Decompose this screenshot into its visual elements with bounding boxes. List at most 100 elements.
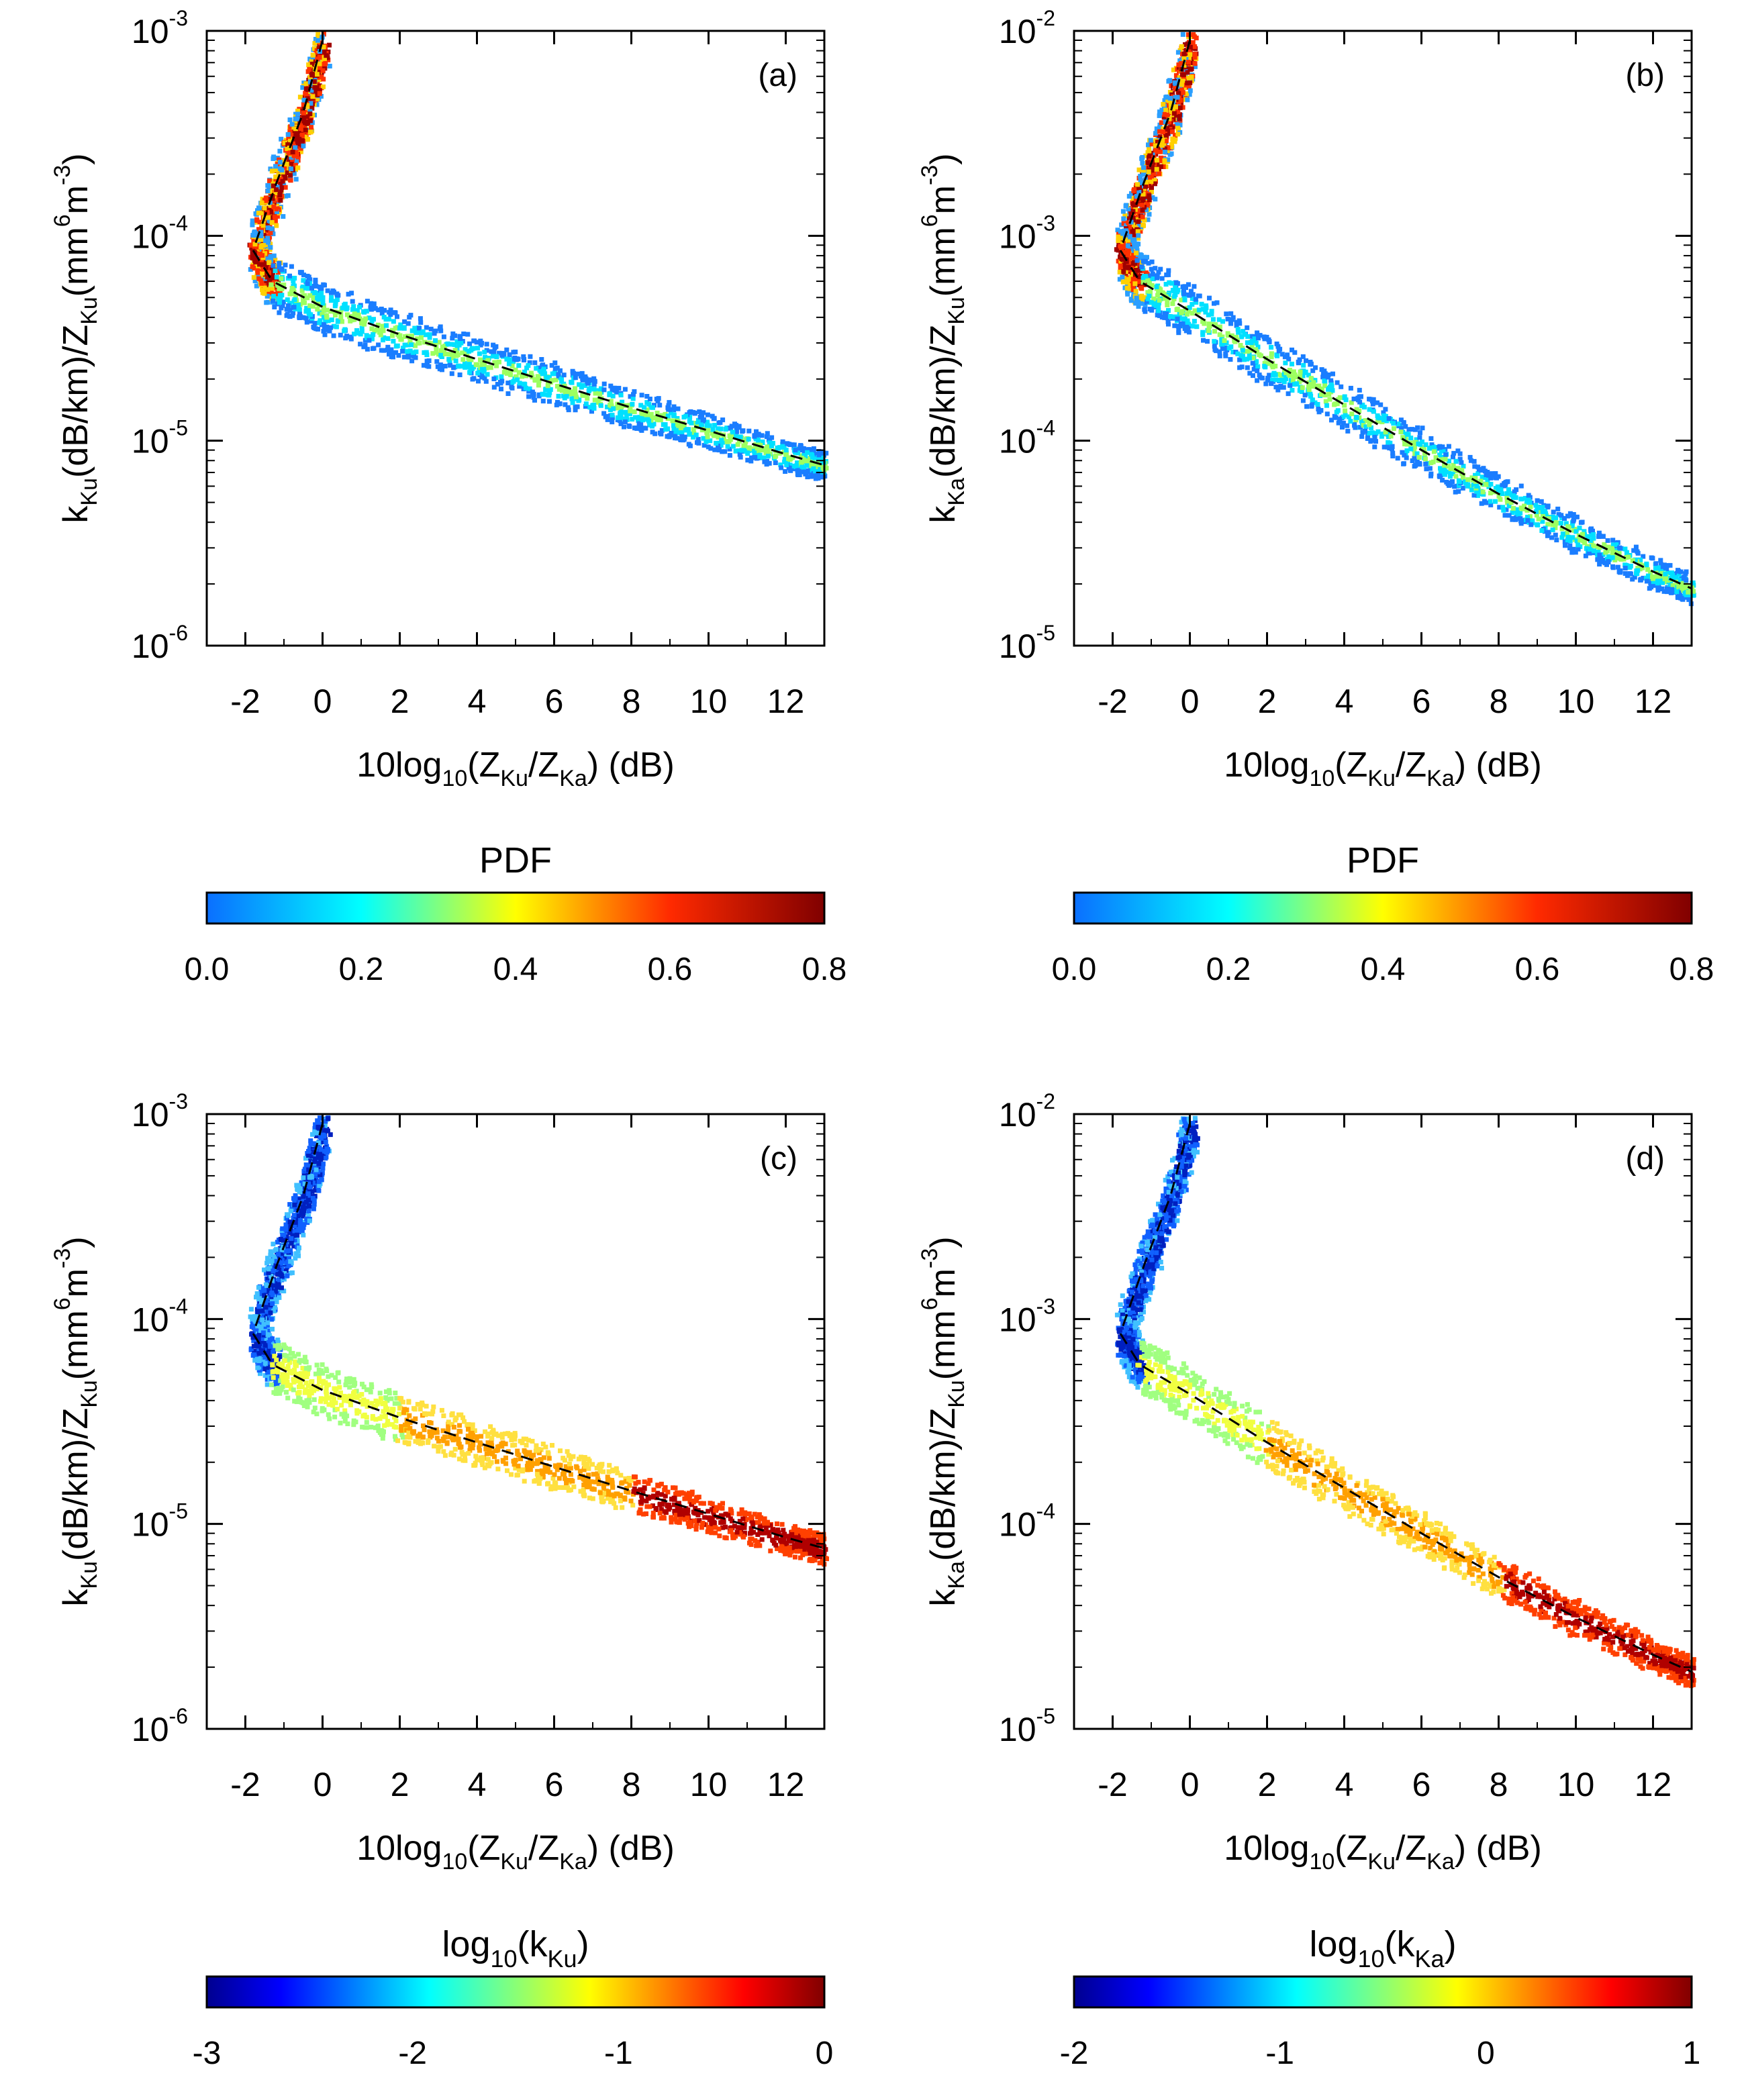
density-cell: [355, 330, 360, 336]
density-cell: [554, 402, 559, 407]
density-cell: [505, 381, 511, 386]
density-cell: [1586, 534, 1591, 539]
density-cell: [1126, 239, 1130, 244]
density-cell: [449, 371, 454, 377]
density-cell: [270, 196, 275, 201]
density-cell: [324, 307, 330, 313]
density-cell: [1290, 347, 1294, 352]
density-cell: [424, 332, 428, 338]
density-cell: [1176, 328, 1181, 333]
density-cell: [447, 360, 452, 365]
density-cell: [722, 449, 728, 454]
density-cell: [381, 338, 385, 343]
density-cell: [279, 276, 284, 281]
density-cell: [358, 332, 363, 337]
density-cell: [583, 404, 588, 409]
density-cell: [1163, 311, 1167, 316]
x-tick-label: 10: [1557, 683, 1595, 720]
density-cell: [1269, 351, 1274, 356]
density-cell: [292, 136, 297, 142]
density-cell: [1354, 407, 1359, 412]
colorbar-tick-label: 0.4: [493, 952, 538, 987]
density-cell: [342, 301, 348, 307]
density-cell: [1638, 577, 1643, 583]
density-cell: [1441, 448, 1446, 454]
density-cell: [1447, 483, 1452, 488]
density-cell: [1167, 95, 1173, 101]
density-cell: [390, 333, 395, 338]
density-cell: [266, 240, 271, 245]
density-cell: [746, 446, 752, 451]
density-cell: [1438, 470, 1443, 476]
density-cell: [463, 347, 468, 352]
density-cell: [393, 350, 399, 355]
density-cell: [526, 389, 532, 394]
density-cell: [773, 460, 778, 465]
density-cell: [338, 332, 343, 338]
density-cell: [365, 346, 370, 352]
density-cell: [1420, 426, 1425, 431]
density-cell: [1175, 316, 1180, 321]
density-cell: [318, 61, 323, 66]
density-cell: [1133, 289, 1138, 294]
density-cell: [1157, 125, 1163, 130]
density-cell: [1267, 372, 1272, 378]
density-cell: [1335, 401, 1340, 407]
density-cell: [293, 119, 298, 124]
density-cell: [1170, 136, 1175, 142]
density-cell: [299, 123, 305, 128]
density-cell: [1180, 90, 1185, 95]
density-cell: [260, 253, 265, 258]
density-cell: [526, 363, 531, 368]
density-cell: [631, 392, 636, 397]
density-cell: [634, 426, 640, 431]
density-cell: [1381, 417, 1386, 423]
density-cell: [1399, 426, 1404, 431]
density-cell: [1119, 256, 1124, 261]
density-cell: [1146, 142, 1151, 148]
density-cell: [467, 348, 472, 354]
density-cell: [1151, 160, 1156, 165]
density-cell: [1421, 447, 1426, 452]
density-cell: [1190, 296, 1195, 301]
density-cell: [301, 116, 306, 121]
density-cell: [763, 450, 769, 455]
density-cell: [738, 454, 743, 460]
density-cell: [1165, 299, 1170, 305]
density-cell: [488, 365, 493, 370]
density-cell: [1133, 207, 1138, 212]
density-cell: [777, 450, 782, 456]
density-cell: [1473, 472, 1477, 478]
density-cell: [461, 332, 467, 336]
density-cell: [1207, 323, 1212, 328]
density-cell: [311, 46, 317, 51]
density-cell: [1535, 522, 1540, 528]
density-cell: [580, 377, 585, 383]
density-cell: [1584, 546, 1589, 551]
density-cell: [1127, 224, 1132, 230]
density-cell: [540, 363, 545, 368]
density-cell: [1330, 388, 1335, 393]
density-cell: [746, 448, 751, 453]
density-cell: [1404, 448, 1410, 454]
density-cell: [495, 382, 500, 387]
density-cell: [304, 319, 309, 325]
x-tick-label: 0: [313, 683, 332, 720]
density-cell: [401, 346, 405, 351]
density-cell: [1134, 258, 1140, 263]
density-cell: [1173, 285, 1178, 290]
density-cell: [384, 323, 389, 328]
density-cell: [507, 357, 512, 362]
density-cell: [1175, 50, 1181, 55]
density-cell: [1597, 545, 1602, 550]
density-cell: [1140, 155, 1145, 160]
density-cell: [1648, 581, 1653, 586]
density-cell: [253, 211, 258, 216]
density-cell: [1451, 450, 1457, 456]
density-cell: [380, 323, 385, 329]
density-cell: [320, 295, 326, 300]
density-cell: [735, 442, 740, 447]
density-cell: [1146, 169, 1151, 174]
density-cell: [288, 138, 293, 144]
density-cell: [541, 366, 546, 372]
